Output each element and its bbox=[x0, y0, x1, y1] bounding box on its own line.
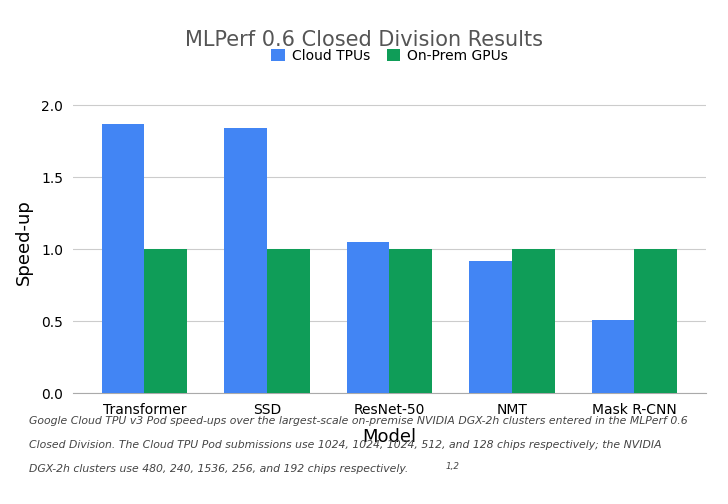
Bar bbox=[102, 124, 144, 393]
Bar bbox=[469, 261, 512, 393]
Bar bbox=[592, 320, 635, 393]
Text: Closed Division. The Cloud TPU Pod submissions use 1024, 1024, 1024, 512, and 12: Closed Division. The Cloud TPU Pod submi… bbox=[29, 440, 662, 450]
Text: Google Cloud TPU v3 Pod speed-ups over the largest-scale on-premise NVIDIA DGX-2: Google Cloud TPU v3 Pod speed-ups over t… bbox=[29, 416, 688, 426]
Text: 1,2: 1,2 bbox=[446, 462, 459, 471]
Y-axis label: Speed-up: Speed-up bbox=[15, 199, 33, 285]
Bar bbox=[144, 249, 187, 393]
Legend: Cloud TPUs, On-Prem GPUs: Cloud TPUs, On-Prem GPUs bbox=[265, 43, 514, 69]
X-axis label: Model: Model bbox=[363, 428, 416, 446]
Text: MLPerf 0.6 Closed Division Results: MLPerf 0.6 Closed Division Results bbox=[185, 30, 543, 50]
Text: DGX-2h clusters use 480, 240, 1536, 256, and 192 chips respectively.: DGX-2h clusters use 480, 240, 1536, 256,… bbox=[29, 464, 408, 474]
Bar bbox=[635, 249, 677, 393]
Bar bbox=[389, 249, 432, 393]
Bar bbox=[224, 128, 267, 393]
Bar bbox=[347, 242, 389, 393]
Bar bbox=[267, 249, 310, 393]
Bar bbox=[512, 249, 555, 393]
